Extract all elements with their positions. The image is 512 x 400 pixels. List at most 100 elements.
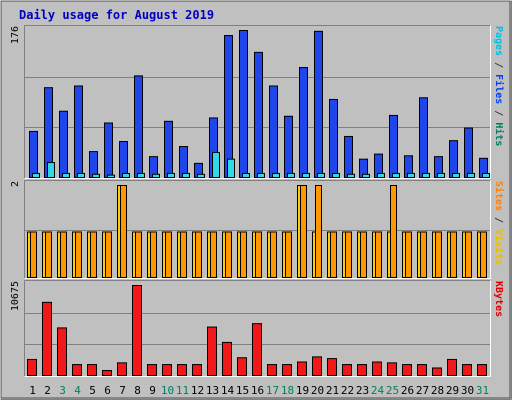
bar-files: [464, 127, 473, 178]
panel-kbytes: 10675 KBytes: [10, 280, 504, 377]
bar-pages: [347, 173, 355, 179]
x-tick-label: 21: [326, 384, 339, 397]
x-tick-label: 13: [206, 384, 219, 397]
bar-pages: [257, 172, 265, 178]
x-tick-label: 17: [266, 384, 279, 397]
bar-kbytes: [312, 356, 322, 376]
x-tick-label: 26: [401, 384, 414, 397]
bar-kbytes: [237, 357, 247, 377]
series-legend-label: Pages / Files / Hits: [493, 26, 505, 146]
bar-sites: [465, 231, 472, 278]
x-tick-label: 16: [251, 384, 264, 397]
bar-pages: [392, 172, 400, 178]
y-axis-max-label: 176: [10, 26, 21, 44]
bar-pages: [242, 172, 250, 178]
y-axis-max-label: 10675: [10, 281, 21, 311]
bar-sites: [135, 231, 142, 278]
x-tick-label: 10: [161, 384, 174, 397]
bar-sites: [195, 231, 202, 278]
x-tick-label: 18: [281, 384, 294, 397]
bar-kbytes: [207, 326, 217, 376]
series-legend-label: KBytes: [493, 281, 504, 317]
x-tick-label: 2: [44, 384, 51, 397]
x-tick-label: 27: [416, 384, 429, 397]
panel-sites: 2 Sites / Visits: [10, 180, 505, 279]
bar-pages: [167, 172, 175, 178]
bar-sites: [405, 231, 412, 278]
y-axis-max-label: 2: [10, 181, 21, 187]
bar-sites: [345, 231, 352, 278]
bar-sites: [480, 231, 487, 278]
legend-part: Pages: [493, 26, 504, 56]
bar-pages: [212, 151, 220, 179]
bar-kbytes: [342, 364, 352, 377]
x-tick-label: 5: [89, 384, 96, 397]
x-tick-label: 3: [59, 384, 66, 397]
bar-pages: [107, 174, 115, 179]
bar-files: [314, 30, 323, 178]
bar-sites: [285, 231, 292, 278]
bar-pages: [437, 172, 445, 178]
bar-pages: [482, 172, 490, 178]
x-tick-label: 22: [341, 384, 354, 397]
legend-part: Visits: [493, 229, 505, 265]
bar-kbytes: [282, 364, 292, 377]
bar-files: [254, 51, 263, 178]
bar-kbytes: [432, 367, 442, 376]
bar-kbytes: [267, 364, 277, 377]
bar-sites: [210, 231, 217, 278]
bar-files: [89, 151, 98, 179]
bar-files: [224, 35, 233, 178]
bar-pages: [92, 173, 100, 179]
x-tick-label: 8: [134, 384, 141, 397]
x-tick-label: 14: [221, 384, 235, 397]
bar-kbytes: [27, 358, 37, 376]
bar-kbytes: [192, 364, 202, 377]
bar-files: [29, 130, 38, 178]
bar-pages: [32, 172, 40, 178]
x-tick-label: 28: [431, 384, 444, 397]
x-tick-label: 6: [104, 384, 111, 397]
bar-files: [419, 97, 428, 178]
bar-files: [104, 122, 113, 178]
bar-files: [119, 141, 128, 178]
bar-pages: [377, 172, 385, 178]
bar-files: [59, 110, 68, 178]
bar-kbytes: [162, 364, 172, 377]
bar-pages: [407, 172, 415, 178]
bar-sites: [105, 231, 112, 278]
x-tick-label: 9: [149, 384, 156, 397]
bar-files: [329, 98, 338, 178]
bar-files: [239, 30, 248, 178]
bar-pages: [182, 172, 190, 178]
bar-pages: [362, 173, 370, 179]
x-tick-label: 30: [461, 384, 474, 397]
bar-pages: [137, 172, 145, 178]
x-tick-label: 20: [311, 384, 324, 397]
x-axis-tick-labels: 1 2 3 4 5 6 7 8 9 10 11 12 13 14 15 16 17 18 19 20 21 22 23 24 2…: [29, 384, 489, 397]
bar-sites: [330, 231, 337, 278]
x-tick-label: 7: [119, 384, 126, 397]
bar-kbytes: [477, 364, 487, 377]
chart-title: Daily usage for August 2019: [19, 8, 214, 22]
x-tick-label: 23: [356, 384, 369, 397]
bar-kbytes: [72, 364, 82, 377]
bar-kbytes: [402, 364, 412, 377]
bar-sites: [75, 231, 82, 278]
bar-kbytes: [42, 301, 52, 376]
bar-kbytes: [387, 362, 397, 377]
bar-sites: [120, 185, 127, 278]
x-tick-label: 4: [74, 384, 81, 397]
x-tick-label: 15: [236, 384, 249, 397]
bar-files: [134, 75, 143, 178]
bar-files: [344, 135, 353, 178]
x-tick-label: 31: [476, 384, 489, 397]
bar-kbytes: [87, 364, 97, 377]
bar-sites: [45, 231, 52, 278]
legend-part: /: [493, 56, 504, 74]
bar-sites: [300, 185, 307, 278]
legend-part: Files: [493, 74, 505, 104]
bar-sites: [60, 231, 67, 278]
bar-pages: [122, 172, 130, 178]
